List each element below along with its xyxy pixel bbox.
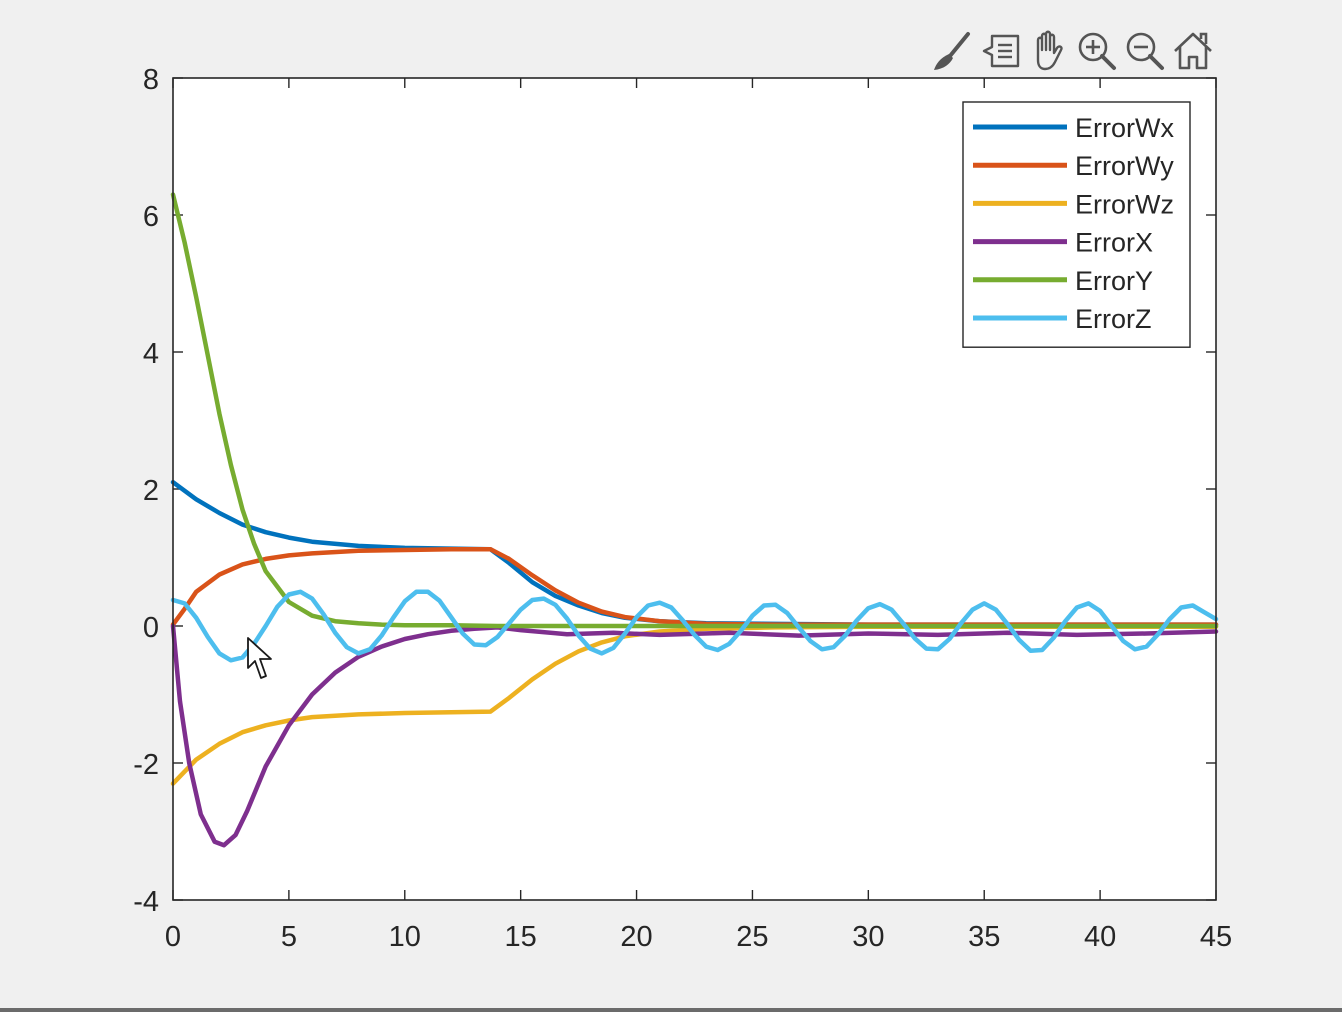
y-tick-labels: -4 -2 0 2 4 6 8 — [133, 64, 159, 918]
y-tick-label: 6 — [143, 201, 159, 233]
legend-label: ErrorWz — [1075, 189, 1174, 219]
x-tick-label: 0 — [165, 921, 181, 953]
pan-hand-icon[interactable] — [1026, 28, 1072, 74]
plot-box — [172, 77, 1217, 901]
x-tick-label: 10 — [389, 921, 421, 953]
series-line-errorz[interactable] — [170, 589, 1219, 663]
window-bottom-edge — [0, 1008, 1342, 1012]
y-tick-label: 4 — [143, 338, 159, 370]
x-tick-label: 35 — [968, 921, 1000, 953]
legend-box — [962, 101, 1191, 348]
mouse-cursor-icon — [247, 637, 272, 679]
series-line-errory[interactable] — [170, 192, 1219, 629]
legend-label: ErrorWx — [1075, 113, 1174, 143]
brush-icon[interactable] — [928, 28, 974, 74]
x-tick-label: 20 — [620, 921, 652, 953]
x-tick-label: 40 — [1084, 921, 1116, 953]
legend-label: ErrorY — [1075, 266, 1153, 296]
zoom-out-icon[interactable] — [1122, 28, 1168, 74]
zoom-in-icon[interactable] — [1074, 28, 1120, 74]
x-tick-label: 5 — [281, 921, 297, 953]
y-tick-label: 0 — [143, 612, 159, 644]
data-tips-icon[interactable] — [978, 28, 1024, 74]
home-icon[interactable] — [1170, 28, 1216, 74]
x-tick-label: 25 — [736, 921, 768, 953]
y-tick-label: 2 — [143, 475, 159, 507]
legend-label: ErrorWy — [1075, 151, 1174, 181]
y-tick-label: -4 — [133, 886, 159, 918]
legend[interactable]: ErrorWx ErrorWy ErrorWz ErrorX ErrorY ErrorZ — [962, 101, 1191, 348]
legend-label: ErrorX — [1075, 228, 1153, 258]
y-tick-label: 8 — [143, 64, 159, 96]
x-tick-label: 45 — [1200, 921, 1232, 953]
x-tick-labels: 0 5 10 15 20 25 30 35 40 45 — [165, 921, 1232, 953]
y-tick-label: -2 — [133, 749, 159, 781]
series-lines — [170, 192, 1219, 848]
legend-label: ErrorZ — [1075, 304, 1152, 334]
x-tick-label: 15 — [505, 921, 537, 953]
series-line-errorx[interactable] — [170, 623, 1219, 848]
axes-toolbar — [928, 28, 1218, 74]
x-tick-label: 30 — [852, 921, 884, 953]
